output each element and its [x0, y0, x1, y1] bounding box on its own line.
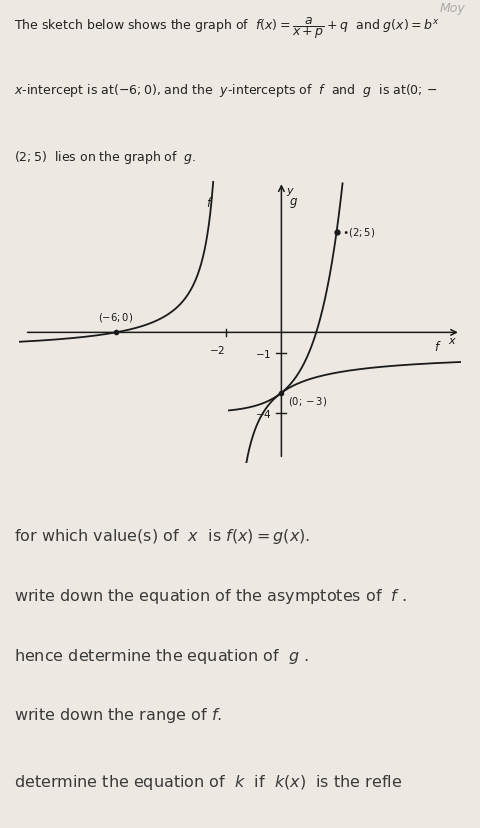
Text: $g$: $g$	[289, 196, 298, 210]
Text: write down the range of $f.$: write down the range of $f.$	[14, 705, 222, 724]
Text: $(2;5)$  lies on the graph of  $g$.: $(2;5)$ lies on the graph of $g$.	[14, 148, 197, 166]
Text: $-4$: $-4$	[255, 407, 272, 420]
Text: $-2$: $-2$	[209, 344, 225, 356]
Text: $f$: $f$	[434, 340, 442, 354]
Text: hence determine the equation of  $g$ .: hence determine the equation of $g$ .	[14, 646, 309, 665]
Text: $f$: $f$	[206, 196, 214, 210]
Text: The sketch below shows the graph of  $f(x)=\dfrac{a}{x+p}+q$  and $g(x)=b^x$: The sketch below shows the graph of $f(x…	[14, 15, 440, 41]
Text: for which value(s) of  $x$  is $f(x) = g(x)$.: for which value(s) of $x$ is $f(x) = g(x…	[14, 527, 311, 546]
Text: $(-6;0)$: $(-6;0)$	[98, 311, 133, 324]
Text: Moy: Moy	[440, 2, 466, 15]
Text: determine the equation of  $k$  if  $k(x)$  is the refle: determine the equation of $k$ if $k(x)$ …	[14, 772, 403, 791]
Text: write down the equation of the asymptotes of  $f$ .: write down the equation of the asymptote…	[14, 586, 408, 605]
Text: $\bullet(2;5)$: $\bullet(2;5)$	[342, 226, 375, 239]
Text: $y$: $y$	[287, 186, 295, 198]
Text: $(0;-3)$: $(0;-3)$	[288, 394, 327, 407]
Text: $-1$: $-1$	[255, 347, 272, 359]
Text: $x$: $x$	[448, 336, 456, 346]
Text: $x$-intercept is at$(-6;0)$, and the  $y$-intercepts of  $f$  and  $g$  is at$(0: $x$-intercept is at$(-6;0)$, and the $y$…	[14, 82, 439, 99]
